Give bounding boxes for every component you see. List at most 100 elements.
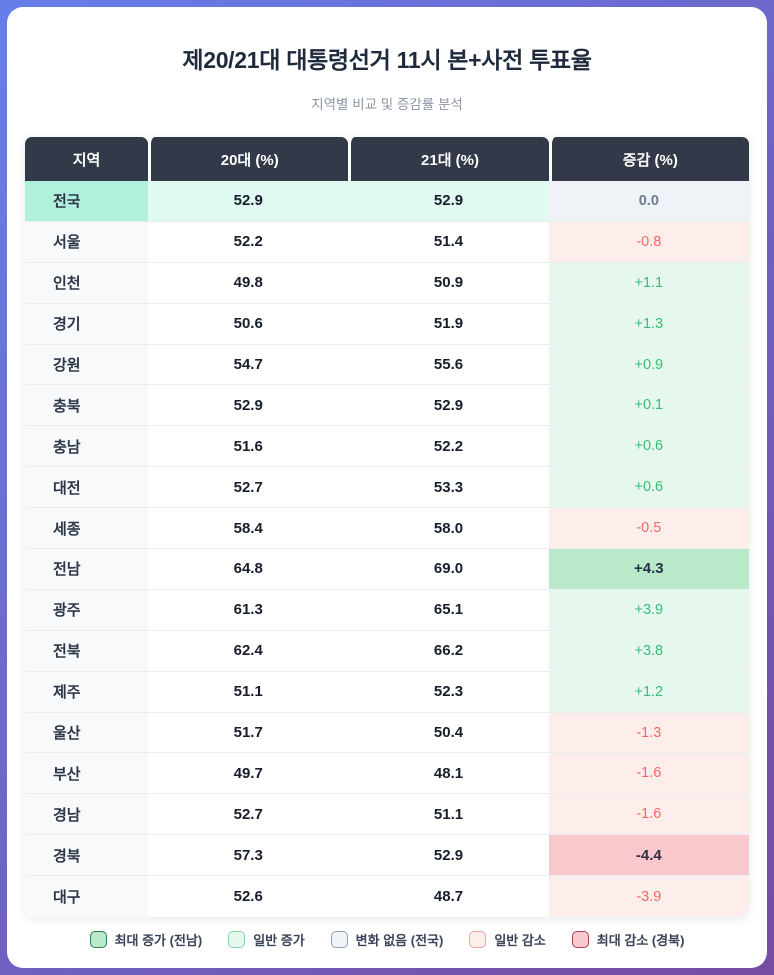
region-cell: 경기 bbox=[25, 303, 149, 344]
change-cell: +1.3 bbox=[548, 303, 749, 344]
turnout-table: 지역 20대 (%) 21대 (%) 증감 (%) 전국 52.9 52.9 0.0 서… bbox=[25, 137, 749, 918]
value-21st-cell: 48.7 bbox=[433, 888, 464, 906]
table-row: 전남 64.8 69.0 +4.3 bbox=[25, 549, 749, 590]
change-cell: +3.8 bbox=[548, 630, 749, 671]
change-cell: +0.6 bbox=[548, 426, 749, 467]
region-cell: 충남 bbox=[25, 426, 149, 467]
value-21st-cell: 50.4 bbox=[433, 724, 464, 742]
value-20th-cell: 50.6 bbox=[233, 315, 263, 333]
value-20th-cell: 52.7 bbox=[233, 478, 263, 496]
change-cell: +0.6 bbox=[548, 467, 749, 508]
region-cell: 전남 bbox=[25, 549, 149, 589]
legend-label: 최대 증가 (전남) bbox=[114, 933, 203, 949]
change-cell: +0.9 bbox=[548, 344, 749, 385]
region-cell: 충북 bbox=[25, 385, 149, 426]
value-21st-cell: 50.9 bbox=[433, 274, 464, 292]
legend-item: 일반 감소 bbox=[469, 930, 546, 949]
value-20th-cell: 52.6 bbox=[233, 888, 263, 906]
table-row: 광주 61.3 65.1 +3.9 bbox=[25, 589, 749, 631]
value-20th-cell: 54.7 bbox=[233, 356, 263, 373]
legend: 최대 증가 (전남) 일반 증가 변화 없음 (전국) 일반 감소 최대 감소 (경북) bbox=[25, 930, 749, 949]
value-20th-cell: 62.4 bbox=[233, 642, 263, 660]
value-21st-cell: 51.4 bbox=[433, 233, 464, 251]
region-cell: 서울 bbox=[25, 221, 149, 262]
change-cell: 0.0 bbox=[548, 181, 749, 221]
region-cell: 세종 bbox=[25, 508, 149, 549]
value-20th-cell: 51.7 bbox=[233, 724, 263, 742]
value-21st-cell: 52.9 bbox=[433, 396, 464, 414]
column-header-20th: 20대 (%) bbox=[148, 137, 349, 181]
region-cell: 대전 bbox=[25, 467, 149, 508]
table-body: 전국 52.9 52.9 0.0 서울 52.2 51.4 -0.8 인천 49.8 50.9 +1.… bbox=[25, 181, 749, 918]
table-row: 경기 50.6 51.9 +1.3 bbox=[25, 303, 749, 345]
region-cell: 인천 bbox=[25, 262, 149, 303]
value-21st-cell: 58.0 bbox=[433, 519, 464, 537]
change-cell: +1.1 bbox=[548, 262, 749, 303]
column-header-region: 지역 bbox=[25, 137, 149, 181]
region-cell: 광주 bbox=[25, 589, 149, 630]
change-cell: +3.9 bbox=[548, 589, 749, 630]
value-21st-cell: 52.3 bbox=[433, 683, 464, 701]
table-row: 울산 51.7 50.4 -1.3 bbox=[25, 712, 749, 754]
value-21st-cell: 55.6 bbox=[433, 356, 464, 373]
value-21st-cell: 48.1 bbox=[433, 764, 464, 782]
report-card: 제20/21대 대통령선거 11시 본+사전 투표율 지역별 비교 및 증감률 … bbox=[7, 7, 767, 968]
region-cell: 대구 bbox=[25, 876, 149, 918]
value-20th-cell: 49.8 bbox=[233, 274, 263, 292]
table-row: 경남 52.7 51.1 -1.6 bbox=[25, 794, 749, 836]
table-row: 충남 51.6 52.2 +0.6 bbox=[25, 426, 749, 468]
table-header-row: 지역 20대 (%) 21대 (%) 증감 (%) bbox=[25, 137, 749, 181]
region-cell: 전국 bbox=[25, 181, 149, 221]
legend-item: 최대 감소 (경북) bbox=[571, 930, 685, 949]
legend-swatch-icon bbox=[469, 931, 487, 949]
region-cell: 강원 bbox=[25, 344, 149, 385]
legend-label: 일반 증가 bbox=[253, 933, 305, 949]
change-cell: +0.1 bbox=[548, 385, 749, 426]
change-cell: -1.3 bbox=[548, 712, 749, 753]
value-21st-cell: 65.1 bbox=[433, 601, 464, 619]
table-row: 강원 54.7 55.6 +0.9 bbox=[25, 344, 749, 386]
value-20th-cell: 49.7 bbox=[233, 764, 263, 782]
value-20th-cell: 52.9 bbox=[233, 396, 263, 414]
value-20th-cell: 52.2 bbox=[233, 233, 263, 251]
table-row: 서울 52.2 51.4 -0.8 bbox=[25, 221, 749, 263]
value-21st-cell: 69.0 bbox=[433, 560, 464, 578]
legend-item: 변화 없음 (전국) bbox=[330, 930, 444, 949]
legend-item: 최대 증가 (전남) bbox=[89, 930, 203, 949]
value-21st-cell: 52.9 bbox=[348, 181, 549, 221]
column-header-21st: 21대 (%) bbox=[348, 137, 549, 181]
legend-label: 일반 감소 bbox=[494, 933, 546, 949]
change-cell: +4.3 bbox=[548, 549, 749, 589]
value-20th-cell: 58.4 bbox=[233, 519, 263, 537]
value-21st-cell: 53.3 bbox=[433, 478, 464, 496]
value-21st-cell: 66.2 bbox=[433, 642, 464, 660]
value-20th-cell: 52.7 bbox=[233, 805, 263, 823]
change-cell: -3.9 bbox=[548, 876, 749, 918]
column-header-change: 증감 (%) bbox=[548, 137, 749, 181]
legend-label: 최대 감소 (경북) bbox=[596, 933, 685, 949]
region-cell: 경남 bbox=[25, 794, 149, 835]
table-row: 대전 52.7 53.3 +0.6 bbox=[25, 467, 749, 509]
table-row: 세종 58.4 58.0 -0.5 bbox=[25, 508, 749, 550]
value-21st-cell: 51.9 bbox=[433, 315, 464, 333]
table-row: 부산 49.7 48.1 -1.6 bbox=[25, 753, 749, 795]
legend-swatch-icon bbox=[330, 931, 348, 949]
table-row: 제주 51.1 52.3 +1.2 bbox=[25, 671, 749, 713]
table-row: 대구 52.6 48.7 -3.9 bbox=[25, 876, 749, 918]
change-cell: +1.2 bbox=[548, 671, 749, 712]
region-cell: 전북 bbox=[25, 630, 149, 671]
legend-item: 일반 증가 bbox=[228, 930, 305, 949]
change-cell: -0.5 bbox=[548, 508, 749, 549]
change-cell: -4.4 bbox=[548, 835, 749, 876]
value-20th-cell: 61.3 bbox=[233, 601, 263, 619]
legend-label: 변화 없음 (전국) bbox=[355, 933, 444, 949]
value-21st-cell: 52.9 bbox=[433, 846, 464, 864]
table-row: 전북 62.4 66.2 +3.8 bbox=[25, 630, 749, 672]
change-cell: -1.6 bbox=[548, 794, 749, 835]
value-20th-cell: 57.3 bbox=[233, 846, 263, 864]
region-cell: 제주 bbox=[25, 671, 149, 712]
table-row: 충북 52.9 52.9 +0.1 bbox=[25, 385, 749, 427]
region-cell: 울산 bbox=[25, 712, 149, 753]
page-subtitle: 지역별 비교 및 증감률 분석 bbox=[311, 97, 463, 112]
